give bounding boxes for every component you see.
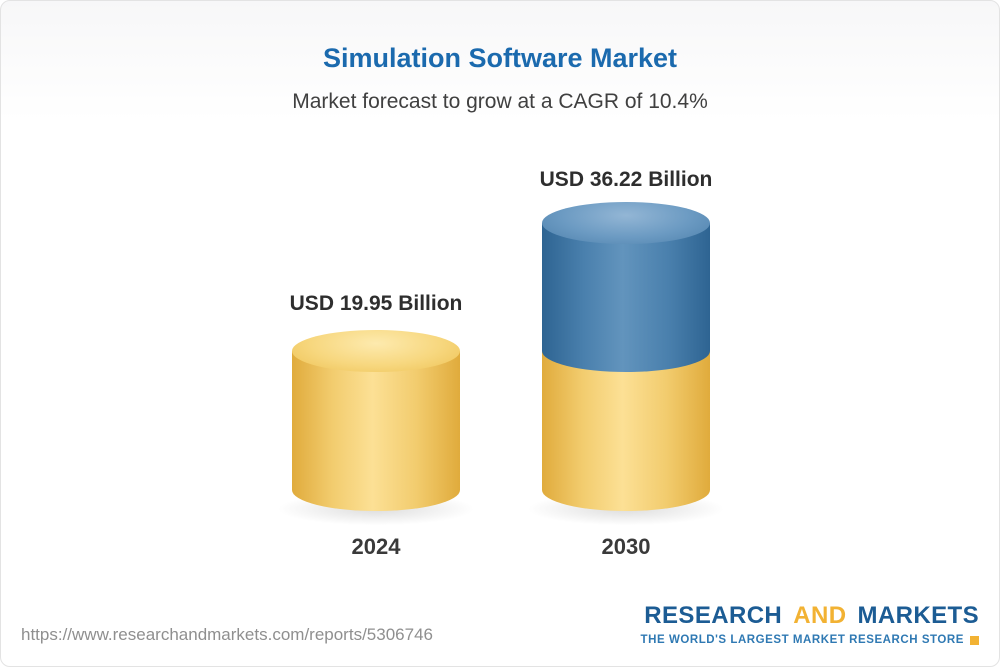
bar-2030-growth-segment: [542, 223, 710, 351]
x-axis-label-2024: 2024: [351, 534, 401, 559]
bar-2030-base-segment: [542, 351, 710, 511]
logo-word-and: AND: [793, 602, 847, 629]
logo-tagline: THE WORLD'S LARGEST MARKET RESEARCH STOR…: [640, 634, 964, 646]
logo-wordmark: RESEARCH AND MARKETS: [641, 602, 979, 630]
chart-title: Simulation Software Market: [322, 43, 678, 73]
value-label-2024: USD 19.95 Billion: [289, 292, 463, 315]
logo-gold-square-icon: [970, 635, 979, 645]
logo-word-markets: MARKETS: [857, 602, 979, 629]
bar-2024-top-ellipse: [292, 330, 460, 372]
chart-subtitle: Market forecast to grow at a CAGR of 10.…: [292, 90, 708, 113]
research-and-markets-logo: RESEARCH AND MARKETS THE WORLD'S LARGEST…: [641, 602, 979, 646]
bar-2024-body: [292, 351, 460, 511]
report-url: https://www.researchandmarkets.com/repor…: [21, 625, 433, 644]
x-axis-label-2030: 2030: [601, 534, 651, 559]
logo-tagline-row: THE WORLD'S LARGEST MARKET RESEARCH STOR…: [641, 634, 979, 646]
value-label-2030: USD 36.22 Billion: [539, 168, 713, 191]
bar-2030-top-ellipse: [542, 202, 710, 244]
chart-header: Simulation Software Market Market foreca…: [1, 1, 999, 114]
logo-word-research: RESEARCH: [644, 602, 783, 629]
